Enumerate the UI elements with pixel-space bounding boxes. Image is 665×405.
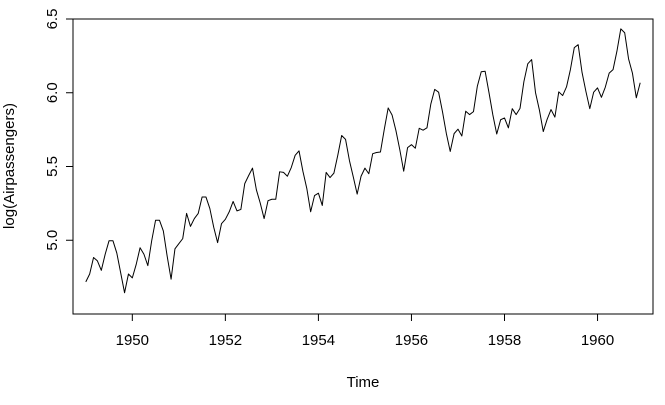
plot-frame <box>72 18 654 315</box>
series-line <box>85 28 641 294</box>
y-tick-label: 6.0 <box>44 82 61 103</box>
x-axis: 1950 1952 1954 1956 1958 1960 <box>116 314 614 349</box>
series-group <box>85 28 641 294</box>
x-tick-label: 1958 <box>488 332 521 349</box>
x-axis-label: Time <box>347 374 380 391</box>
y-axis-label: log(Airpassengers) <box>1 103 18 229</box>
x-tick-label: 1950 <box>116 332 149 349</box>
y-axis: 5.0 5.5 6.0 6.5 <box>44 9 73 251</box>
y-tick-label: 5.0 <box>44 230 61 251</box>
y-tick-label: 5.5 <box>44 156 61 177</box>
x-tick-label: 1952 <box>209 332 242 349</box>
x-tick-label: 1960 <box>581 332 614 349</box>
y-tick-label: 6.5 <box>44 9 61 30</box>
x-tick-label: 1956 <box>395 332 428 349</box>
x-tick-label: 1954 <box>302 332 335 349</box>
